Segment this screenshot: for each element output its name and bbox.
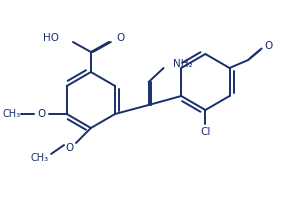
Text: CH₃: CH₃: [30, 153, 48, 163]
Text: NH₂: NH₂: [173, 59, 192, 69]
Text: O: O: [117, 33, 125, 43]
Text: O: O: [37, 109, 45, 119]
Text: Cl: Cl: [200, 127, 211, 137]
Text: O: O: [264, 41, 272, 51]
Text: HO: HO: [43, 33, 59, 43]
Text: CH₃: CH₃: [2, 109, 20, 119]
Text: O: O: [65, 143, 73, 153]
